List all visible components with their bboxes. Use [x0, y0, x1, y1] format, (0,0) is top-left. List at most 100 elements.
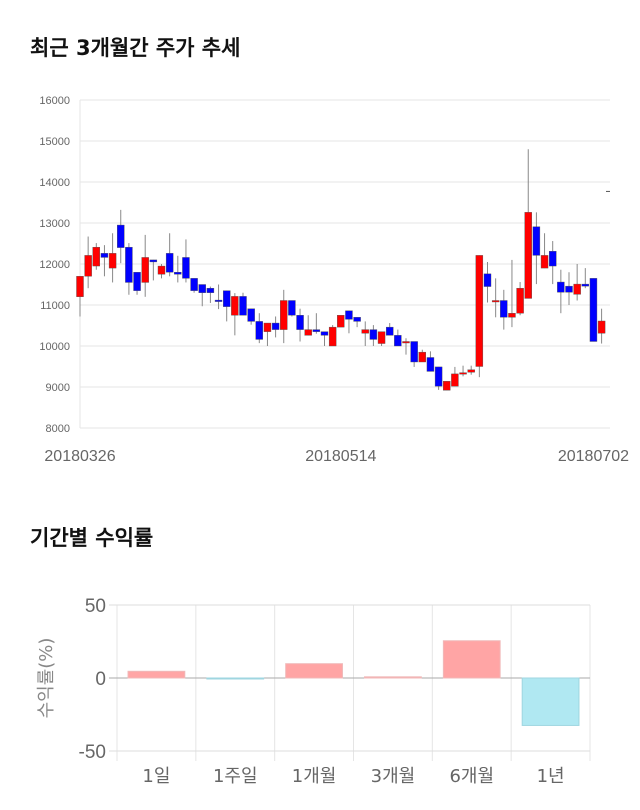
candle-body — [271, 322, 280, 330]
x-tick-label: 1주일 — [213, 766, 258, 787]
candle-body — [451, 373, 459, 387]
return-bar — [127, 670, 186, 679]
y-tick-label: 14000 — [39, 177, 70, 189]
candlestick-chart: 8000 9000 10000 11000 12000 13000 14000 15000 16… — [39, 95, 629, 465]
candle — [345, 310, 353, 334]
y-tick-label: 10000 — [39, 341, 70, 353]
candle-body — [361, 329, 369, 334]
candle-body — [76, 276, 84, 297]
candle — [589, 278, 598, 342]
candle-body — [296, 315, 304, 330]
candle-body — [312, 329, 321, 332]
x-tick-label: 1일 — [142, 766, 170, 787]
candle-body — [190, 278, 198, 291]
candle-body — [108, 253, 117, 269]
candle — [410, 341, 418, 367]
candle — [451, 366, 459, 387]
y-tick-label: 9000 — [46, 382, 70, 394]
y-tick-label: 12000 — [39, 259, 70, 271]
candle — [483, 261, 492, 303]
y-tick-label: 11000 — [40, 300, 70, 312]
candle-body — [459, 372, 467, 375]
candle-body — [467, 369, 475, 373]
candle-body — [524, 212, 532, 299]
candle — [296, 308, 304, 342]
candle-body — [573, 283, 581, 295]
x-tick-label: 20180514 — [305, 448, 376, 465]
candle — [581, 268, 589, 289]
candle-body — [589, 278, 598, 342]
candle — [377, 331, 386, 346]
candle-body — [92, 246, 101, 267]
candle-body — [141, 257, 149, 283]
candle — [198, 284, 206, 307]
return-bar — [285, 663, 343, 679]
candle-body — [263, 322, 272, 332]
candle-body — [434, 366, 443, 387]
candle-body — [288, 300, 296, 316]
y-tick-label: 8000 — [46, 423, 70, 435]
candle — [141, 234, 149, 297]
candle — [280, 289, 288, 344]
candle — [573, 264, 581, 301]
candle-body — [255, 321, 264, 340]
candle-body — [557, 281, 565, 293]
candle — [516, 282, 524, 316]
return-bar — [521, 677, 580, 726]
y-tick-label: 13000 — [39, 218, 70, 230]
candle — [92, 243, 101, 270]
candle-body — [516, 287, 524, 314]
y-tick-label: 50 — [85, 596, 106, 617]
candle-body — [304, 329, 312, 336]
x-tick-label: 20180326 — [44, 448, 115, 465]
y-tick-label: -50 — [79, 742, 106, 763]
candle-body — [597, 320, 606, 334]
candle — [353, 317, 361, 328]
candle — [149, 259, 158, 281]
candle-body — [377, 331, 386, 344]
candle-body — [100, 253, 109, 258]
candle-body — [345, 310, 353, 320]
candle — [524, 149, 532, 299]
stock-trend-title: 최근 3개월간 주가 추세 — [30, 36, 241, 60]
candle-body — [133, 272, 141, 291]
candle-body — [157, 265, 166, 275]
candle — [288, 300, 296, 317]
returns-title: 기간별 수익률 — [30, 526, 154, 550]
y-tick-label: 16000 — [39, 95, 70, 107]
candle-body — [565, 285, 573, 293]
candle — [182, 239, 190, 283]
candle — [157, 264, 166, 279]
candle-body — [125, 246, 133, 283]
candle-body — [508, 313, 516, 318]
candle-body — [231, 296, 239, 316]
candle-body — [320, 331, 329, 336]
candle — [549, 241, 557, 285]
candle-body — [402, 341, 410, 344]
candle — [459, 365, 467, 377]
candle-body — [165, 253, 174, 273]
candle — [231, 293, 239, 336]
candle-body — [222, 290, 231, 307]
candle — [402, 338, 410, 355]
candle — [190, 278, 198, 293]
candle-body — [337, 315, 345, 328]
candle — [247, 308, 255, 325]
candle-body — [206, 287, 215, 293]
candle — [239, 292, 247, 316]
candle — [434, 366, 443, 390]
y-tick-label: 15000 — [39, 136, 70, 148]
candle — [386, 323, 394, 336]
candle — [597, 308, 606, 344]
candle — [84, 236, 92, 289]
candle-body — [149, 259, 158, 263]
x-tick-label: 1년 — [537, 766, 565, 787]
candle — [312, 313, 321, 334]
return-bar — [364, 676, 422, 679]
candle-body — [198, 284, 206, 293]
candle-body — [394, 335, 402, 347]
candle — [540, 233, 549, 269]
candle-body — [475, 255, 484, 367]
candle — [133, 272, 141, 295]
candle — [508, 259, 516, 328]
